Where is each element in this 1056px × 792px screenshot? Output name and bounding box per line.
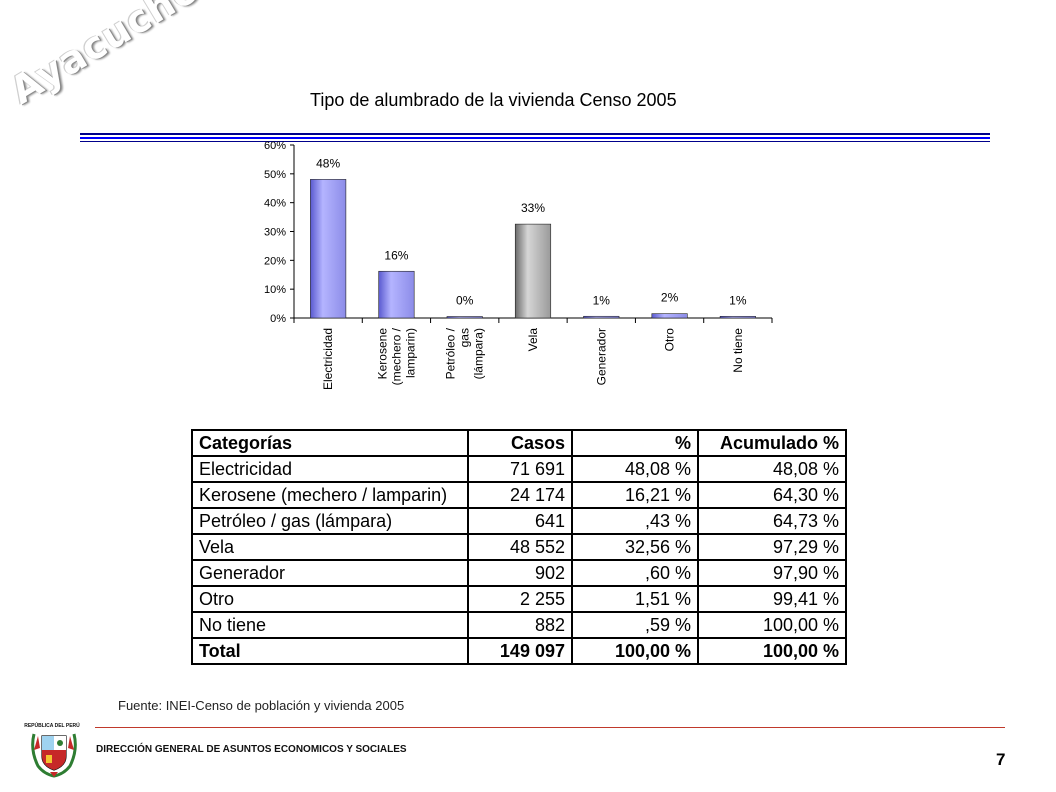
cell-percent: 48,08 % — [571, 455, 699, 483]
cell-casos: 24 174 — [467, 481, 573, 509]
chart-title: Tipo de alumbrado de la vivienda Censo 2… — [310, 90, 677, 110]
table-row: Otro 2 255 1,51 % 99,41 % — [191, 585, 847, 613]
category-label: Vela — [526, 328, 540, 352]
y-tick-label: 0% — [270, 313, 286, 325]
data-table: Categorías Casos % Acumulado % Electrici… — [191, 429, 847, 665]
cell-casos: 71 691 — [467, 455, 573, 483]
data-label: 0% — [456, 294, 474, 308]
cell-casos: 641 — [467, 507, 573, 535]
bar — [446, 316, 483, 319]
cell-percent: 16,21 % — [571, 481, 699, 509]
cell-acumulado: 100,00 % — [697, 611, 847, 639]
cell-percent: ,60 % — [571, 559, 699, 587]
category-label: Generador — [594, 328, 608, 385]
cell-acumulado: 64,73 % — [697, 507, 847, 535]
cell-total-label: Total — [191, 637, 469, 665]
category-label: Otro — [663, 328, 677, 352]
y-tick-label: 40% — [264, 198, 286, 210]
data-label: 1% — [729, 293, 747, 307]
table-row: Electricidad 71 691 48,08 % 48,08 % — [191, 455, 847, 483]
cell-categoria: Kerosene (mechero / lamparin) — [191, 481, 469, 509]
cell-percent: 1,51 % — [571, 585, 699, 613]
footer-rule — [95, 727, 1005, 728]
header-rule-bottom — [80, 141, 990, 142]
data-label: 1% — [593, 293, 611, 307]
cell-acumulado: 97,29 % — [697, 533, 847, 561]
bar-chart: 0% 10% 20% 30% 40% 50% 60% 48% Electricidad 16% Ke… — [264, 140, 773, 390]
category-label: (mechero / — [389, 327, 403, 385]
cell-categoria: No tiene — [191, 611, 469, 639]
cell-percent: ,59 % — [571, 611, 699, 639]
bar — [651, 313, 688, 319]
table-row: Generador 902 ,60 % 97,90 % — [191, 559, 847, 587]
source-note: Fuente: INEI-Censo de población y vivien… — [118, 698, 405, 713]
bar — [514, 223, 552, 319]
category-label: Electricidad — [321, 328, 335, 390]
header-percent: % — [571, 429, 699, 457]
header-casos: Casos — [467, 429, 573, 457]
category-label: No tiene — [731, 328, 745, 373]
category-label: Petróleo / — [444, 327, 458, 379]
bar — [583, 315, 620, 319]
footer-agency: DIRECCIÓN GENERAL DE ASUNTOS ECONOMICOS … — [96, 744, 407, 755]
category-label: gas — [458, 328, 472, 347]
header-rule-middle — [80, 137, 990, 139]
cell-categoria: Petróleo / gas (lámpara) — [191, 507, 469, 535]
cell-total-acumulado: 100,00 % — [697, 637, 847, 665]
page-number: 7 — [996, 750, 1006, 769]
header-categorias: Categorías — [191, 429, 469, 457]
cell-casos: 882 — [467, 611, 573, 639]
data-label: 2% — [661, 291, 679, 305]
header-rule-top — [80, 133, 990, 135]
peru-coat-of-arms-icon — [31, 733, 77, 778]
table-row: Vela 48 552 32,56 % 97,29 % — [191, 533, 847, 561]
cell-acumulado: 48,08 % — [697, 455, 847, 483]
data-label: 16% — [384, 248, 408, 262]
y-tick-label: 50% — [264, 169, 286, 181]
table-row: Kerosene (mechero / lamparin) 24 174 16,… — [191, 481, 847, 509]
cell-casos: 48 552 — [467, 533, 573, 561]
cell-casos: 2 255 — [467, 585, 573, 613]
table-row: No tiene 882 ,59 % 100,00 % — [191, 611, 847, 639]
cell-percent: ,43 % — [571, 507, 699, 535]
cell-casos: 902 — [467, 559, 573, 587]
bar — [378, 270, 415, 319]
cell-categoria: Vela — [191, 533, 469, 561]
category-label: lamparin) — [403, 328, 417, 378]
bar — [719, 315, 756, 319]
cell-acumulado: 64,30 % — [697, 481, 847, 509]
data-label: 33% — [521, 201, 545, 215]
cell-total-percent: 100,00 % — [571, 637, 699, 665]
cell-total-casos: 149 097 — [467, 637, 573, 665]
header-acumulado: Acumulado % — [697, 429, 847, 457]
y-tick-label: 10% — [264, 284, 286, 296]
cell-acumulado: 99,41 % — [697, 585, 847, 613]
table-header-row: Categorías Casos % Acumulado % — [191, 429, 847, 457]
y-tick-label: 60% — [264, 140, 286, 152]
table-total-row: Total 149 097 100,00 % 100,00 % — [191, 637, 847, 665]
category-label: Kerosene — [375, 328, 389, 380]
crest-label: REPÚBLICA DEL PERÚ — [24, 723, 80, 729]
cell-acumulado: 97,90 % — [697, 559, 847, 587]
bar — [310, 179, 347, 319]
data-label: 48% — [316, 156, 340, 170]
cell-percent: 32,56 % — [571, 533, 699, 561]
cell-categoria: Generador — [191, 559, 469, 587]
cell-categoria: Electricidad — [191, 455, 469, 483]
table-row: Petróleo / gas (lámpara) 641 ,43 % 64,73… — [191, 507, 847, 535]
y-tick-label: 30% — [264, 227, 286, 239]
category-label: (lámpara) — [472, 328, 486, 379]
y-tick-label: 20% — [264, 255, 286, 267]
cell-categoria: Otro — [191, 585, 469, 613]
